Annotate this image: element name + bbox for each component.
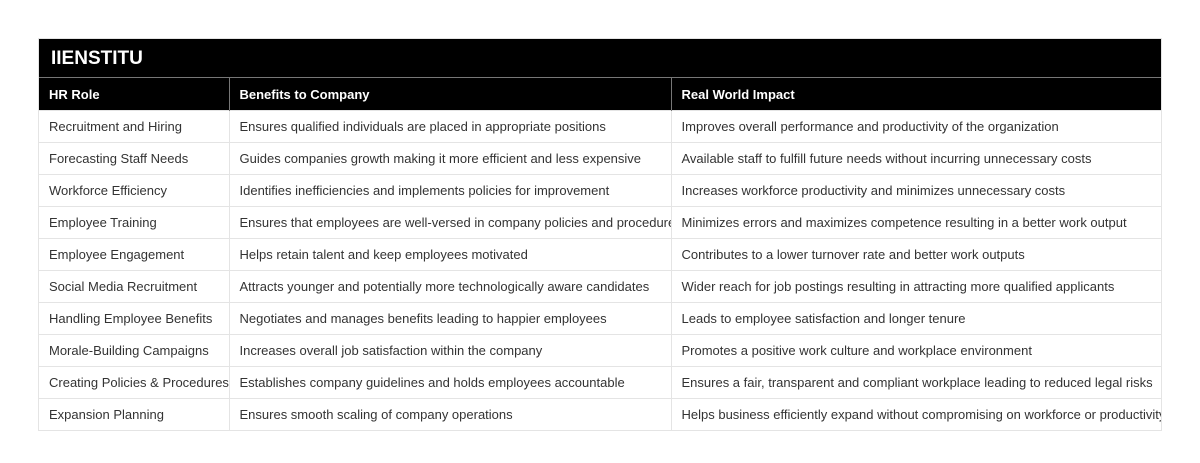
table-row: Employee Engagement Helps retain talent a… [39, 238, 1161, 271]
table-row: Recruitment and Hiring Ensures qualified … [39, 110, 1161, 143]
cell-benefits: Increases overall job satisfaction withi… [228, 334, 671, 367]
header-impact: Real World Impact [670, 77, 1161, 111]
cell-benefits: Attracts younger and potentially more te… [228, 270, 671, 303]
cell-hr-role: Handling Employee Benefits [39, 302, 229, 335]
cell-hr-role: Morale-Building Campaigns [39, 334, 229, 367]
table-row: Creating Policies & Procedures Establishe… [39, 366, 1161, 399]
table-row: Forecasting Staff Needs Guides companies … [39, 142, 1161, 175]
cell-hr-role: Creating Policies & Procedures [39, 366, 229, 399]
cell-hr-role: Expansion Planning [39, 398, 229, 430]
cell-hr-role: Employee Training [39, 206, 229, 239]
cell-benefits: Negotiates and manages benefits leading … [228, 302, 671, 335]
cell-impact: Ensures a fair, transparent and complian… [670, 366, 1161, 399]
cell-benefits: Ensures qualified individuals are placed… [228, 110, 671, 143]
table-row: Employee Training Ensures that employees … [39, 206, 1161, 239]
cell-impact: Helps business efficiently expand withou… [670, 398, 1161, 430]
cell-impact: Increases workforce productivity and min… [670, 174, 1161, 207]
cell-impact: Leads to employee satisfaction and longe… [670, 302, 1161, 335]
header-hr-role: HR Role [39, 77, 229, 111]
hr-roles-table-container: IIENSTITU HR Role Benefits to Company Re… [38, 38, 1162, 431]
table-row: Handling Employee Benefits Negotiates and… [39, 302, 1161, 335]
hr-roles-table: HR Role Benefits to Company Real World I… [39, 77, 1161, 430]
cell-impact: Improves overall performance and product… [670, 110, 1161, 143]
table-row: Expansion Planning Ensures smooth scaling… [39, 398, 1161, 430]
cell-impact: Available staff to fulfill future needs … [670, 142, 1161, 175]
table-row: Workforce Efficiency Identifies inefficie… [39, 174, 1161, 207]
cell-hr-role: Forecasting Staff Needs [39, 142, 229, 175]
cell-hr-role: Recruitment and Hiring [39, 110, 229, 143]
cell-hr-role: Employee Engagement [39, 238, 229, 271]
cell-benefits: Helps retain talent and keep employees m… [228, 238, 671, 271]
cell-hr-role: Workforce Efficiency [39, 174, 229, 207]
cell-benefits: Establishes company guidelines and holds… [228, 366, 671, 399]
cell-impact: Promotes a positive work culture and wor… [670, 334, 1161, 367]
cell-impact: Wider reach for job postings resulting i… [670, 270, 1161, 303]
table-row: Morale-Building Campaigns Increases overa… [39, 334, 1161, 367]
cell-benefits: Ensures that employees are well-versed i… [228, 206, 671, 239]
cell-benefits: Guides companies growth making it more e… [228, 142, 671, 175]
cell-hr-role: Social Media Recruitment [39, 270, 229, 303]
cell-impact: Minimizes errors and maximizes competenc… [670, 206, 1161, 239]
cell-impact: Contributes to a lower turnover rate and… [670, 238, 1161, 271]
header-row: HR Role Benefits to Company Real World I… [39, 77, 1161, 111]
table-row: Social Media Recruitment Attracts younger… [39, 270, 1161, 303]
table-title: IIENSTITU [39, 39, 1161, 77]
cell-benefits: Identifies inefficiencies and implements… [228, 174, 671, 207]
header-benefits: Benefits to Company [228, 77, 671, 111]
cell-benefits: Ensures smooth scaling of company operat… [228, 398, 671, 430]
